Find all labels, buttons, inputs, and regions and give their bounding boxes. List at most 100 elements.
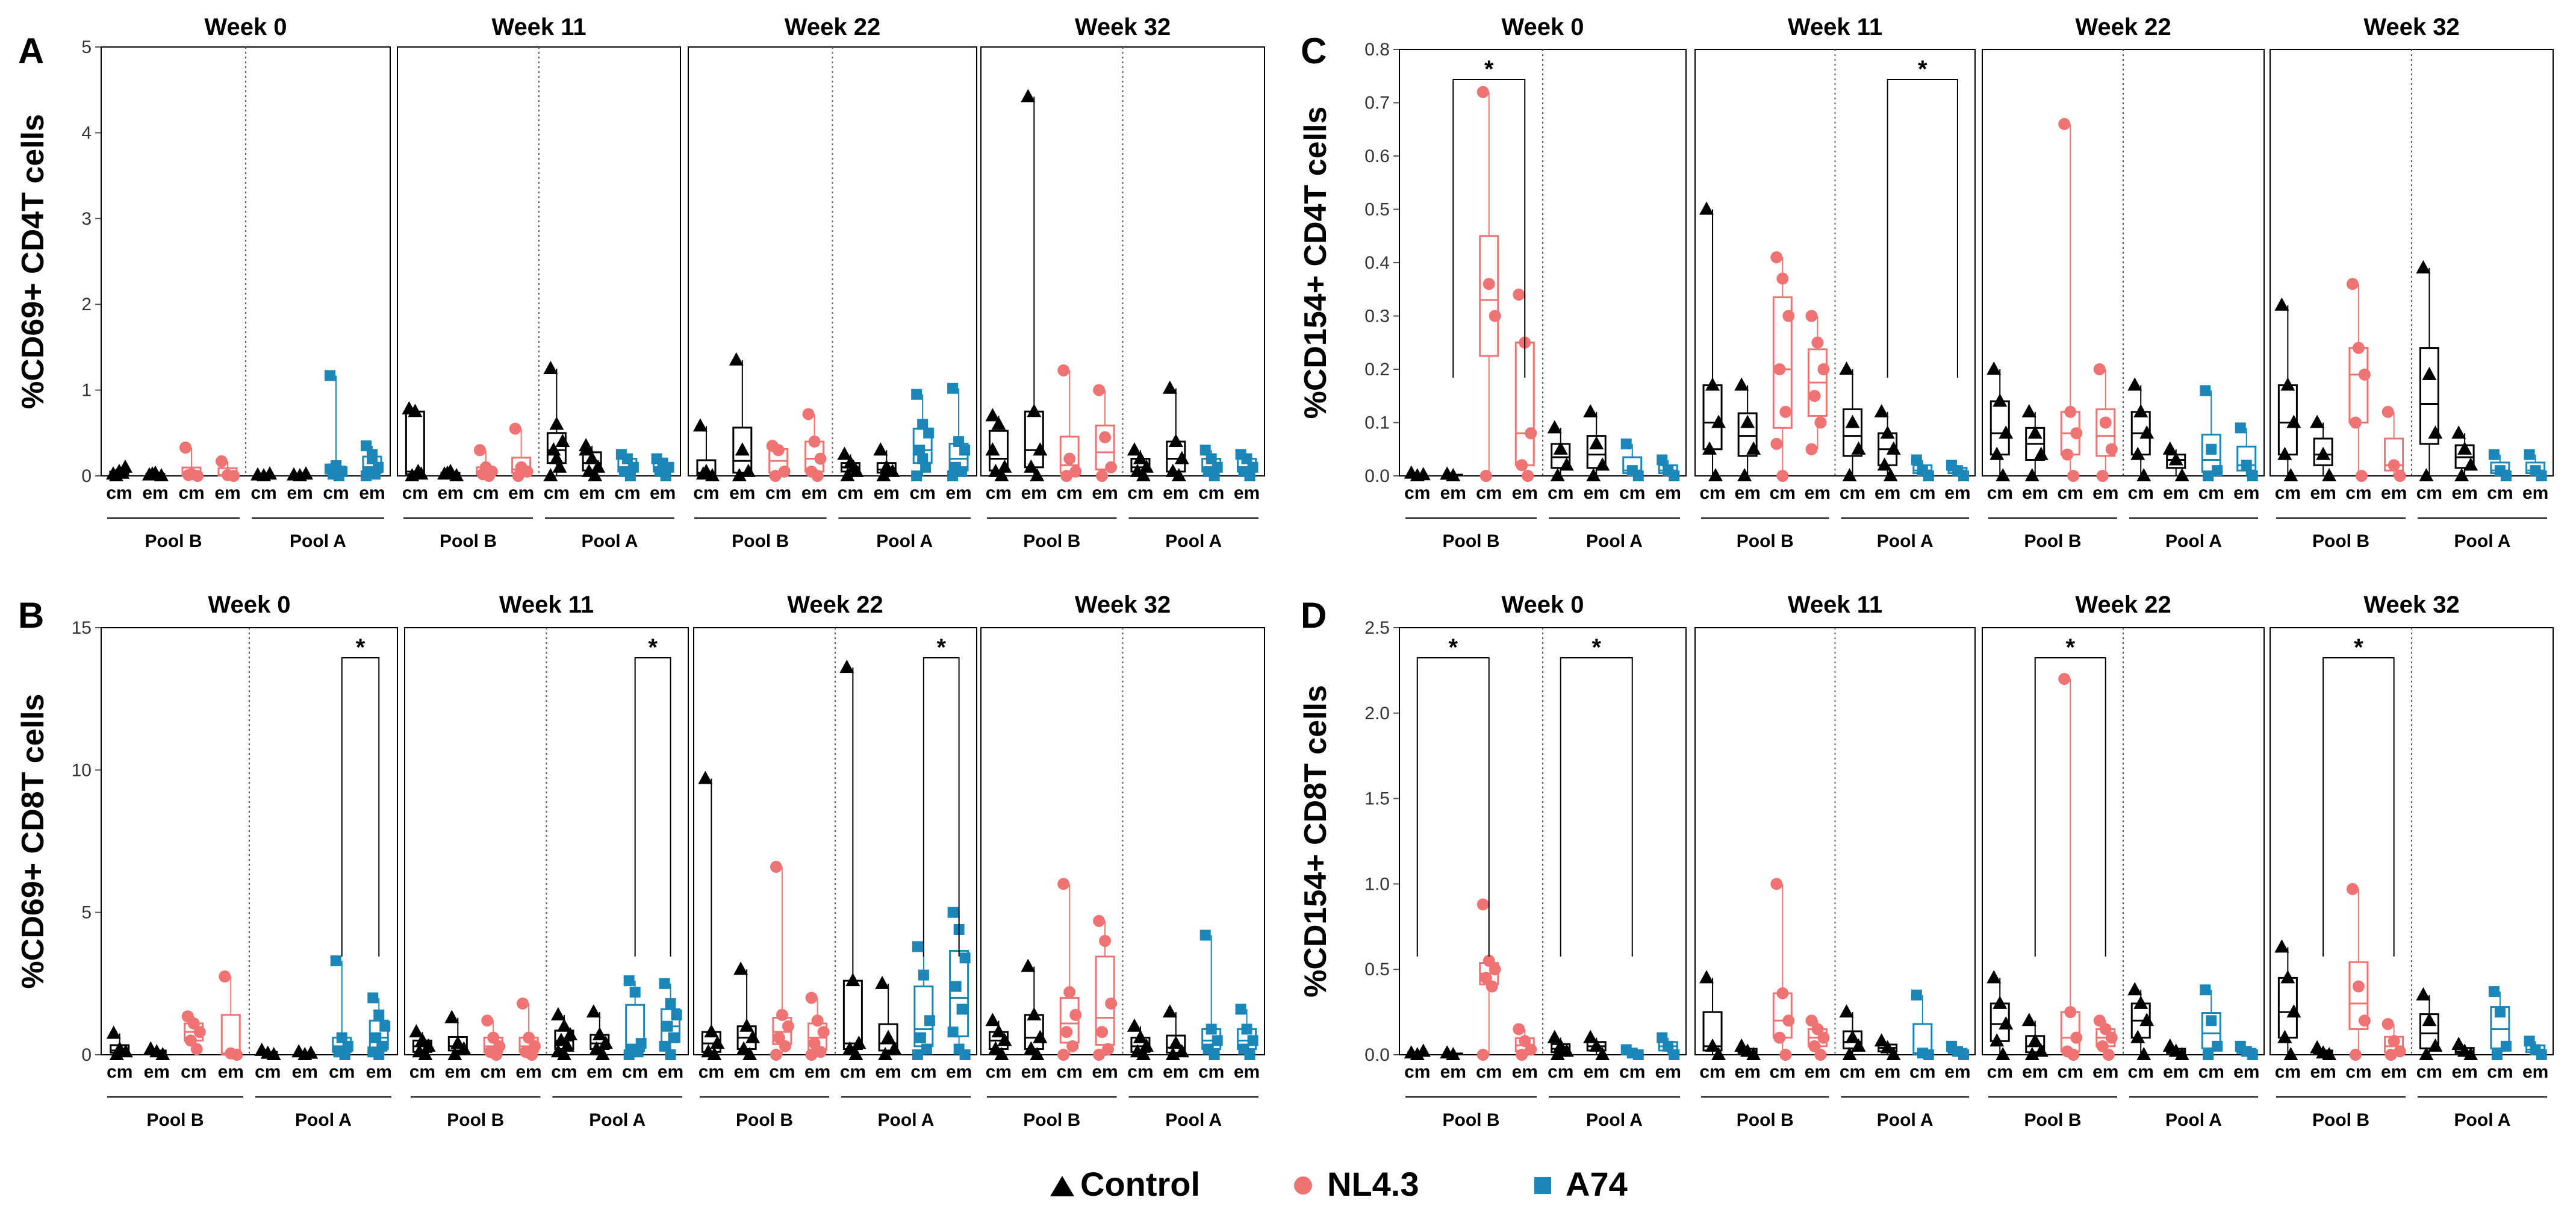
group-cm-6: cm	[323, 370, 349, 503]
x-tick-label: em	[2451, 1062, 2477, 1082]
data-point	[915, 1032, 926, 1043]
group-cm-2: cm	[481, 1014, 506, 1082]
data-point	[2310, 414, 2325, 428]
data-point	[1096, 470, 1109, 482]
significance-label: *	[1918, 56, 1927, 83]
data-point	[219, 970, 231, 983]
data-point	[2096, 1040, 2109, 1052]
significance-label: *	[1484, 56, 1494, 83]
y-axis-ticks: 0 1 2 3 4 5	[81, 37, 101, 486]
data-point	[885, 463, 900, 477]
data-point	[2024, 1047, 2039, 1060]
x-tick-label: cm	[1699, 483, 1725, 503]
data-point	[621, 453, 633, 464]
group-em-5: em	[2451, 425, 2478, 503]
pool-label: Pool B	[1443, 531, 1500, 551]
data-point	[228, 470, 240, 482]
data-point	[543, 468, 558, 481]
data-point	[367, 449, 378, 460]
box	[405, 410, 425, 475]
box	[2348, 961, 2369, 1030]
data-point	[2064, 1006, 2077, 1019]
data-point	[2027, 425, 2042, 439]
data-point	[837, 446, 852, 460]
data-point	[1093, 1049, 1106, 1061]
subpanel-title: Week 11	[491, 14, 586, 40]
data-point	[814, 1046, 827, 1058]
data-point	[2385, 1049, 2397, 1061]
group-cm-0: cm	[1699, 201, 1726, 503]
group-cm-6: cm	[329, 955, 355, 1082]
data-point	[956, 1004, 968, 1015]
data-point	[1066, 1040, 1079, 1052]
data-point	[1168, 434, 1183, 448]
data-point	[2099, 1023, 2112, 1036]
group-em-7: em	[946, 907, 972, 1082]
pool-label: Pool B	[1023, 1110, 1080, 1130]
data-point	[773, 1031, 785, 1044]
data-point	[1886, 1047, 1901, 1060]
data-point	[2388, 1035, 2400, 1048]
x-tick-label: em	[1944, 1062, 1970, 1082]
x-tick-label: cm	[1770, 1062, 1796, 1082]
data-point	[2021, 1013, 2036, 1026]
data-point	[339, 1049, 350, 1060]
x-tick-label: em	[650, 483, 676, 503]
x-tick-label: em	[1655, 1062, 1681, 1082]
data-point	[985, 1013, 1000, 1026]
group-cm-2: cm	[1770, 878, 1796, 1082]
x-tick-label: em	[945, 483, 971, 503]
data-point	[741, 463, 756, 477]
panel-letter: C	[1301, 31, 1327, 71]
group-em-3: em	[214, 455, 241, 503]
data-point	[887, 1041, 902, 1055]
x-tick-label: cm	[329, 1062, 355, 1082]
data-point	[2428, 1038, 2443, 1052]
data-point	[1958, 1049, 1969, 1060]
x-tick-label: em	[658, 1062, 683, 1082]
x-tick-label: cm	[181, 1062, 207, 1082]
data-point	[817, 1026, 830, 1039]
data-point	[1779, 1049, 1792, 1061]
data-point	[1171, 468, 1186, 481]
data-point	[2241, 460, 2252, 471]
data-point	[1489, 963, 1501, 976]
data-point	[1516, 1049, 1528, 1061]
legend-item-control: Control	[1050, 1165, 1200, 1203]
data-point	[1247, 461, 1258, 473]
data-point	[1244, 1049, 1255, 1060]
data-point	[698, 770, 713, 784]
data-point	[2388, 459, 2400, 472]
data-point	[1446, 468, 1461, 481]
group-em-5: em	[1162, 1004, 1189, 1082]
group-cm-6: cm	[1198, 445, 1224, 503]
pool-label: Pool A	[295, 1110, 352, 1130]
data-point	[988, 1041, 1003, 1055]
data-point	[2105, 443, 2118, 455]
group-cm-4: cm	[1839, 361, 1866, 503]
data-point	[1136, 468, 1151, 481]
data-point	[336, 1032, 347, 1043]
data-point	[109, 1047, 124, 1060]
data-point	[2454, 468, 2469, 481]
data-point	[2394, 470, 2406, 482]
x-tick-label: em	[515, 1062, 541, 1082]
x-tick-label: cm	[769, 1062, 795, 1082]
x-tick-label: em	[366, 1062, 392, 1082]
data-point	[481, 1014, 494, 1027]
data-point	[632, 1046, 644, 1058]
group-em-3: em	[1092, 914, 1118, 1082]
data-point	[1133, 451, 1148, 464]
data-point	[556, 1018, 571, 1032]
group-em-3: em	[801, 408, 827, 503]
data-point	[918, 969, 929, 981]
data-point	[660, 470, 671, 481]
data-point	[2500, 1040, 2512, 1052]
data-point	[2457, 441, 2472, 455]
data-point	[2491, 1049, 2503, 1060]
data-point	[921, 1043, 932, 1055]
significance-bracket	[341, 657, 380, 957]
